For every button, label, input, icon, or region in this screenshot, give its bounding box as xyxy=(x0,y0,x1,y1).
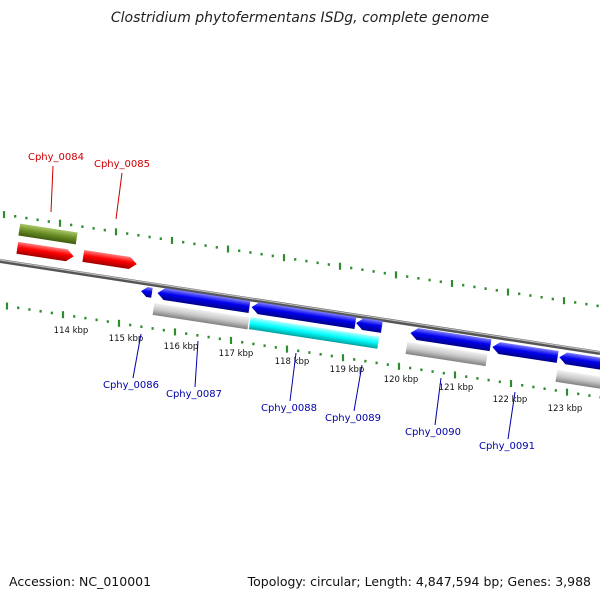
feature-cphy-0090[interactable] xyxy=(405,342,488,367)
gene-cphy-0086[interactable] xyxy=(140,286,153,298)
gene-label-cphy-0090[interactable]: Cphy_0090 xyxy=(405,427,461,438)
gene-cphy-0085[interactable] xyxy=(82,249,137,270)
genome-backbone-highlight xyxy=(0,259,600,353)
gene-next-reverse[interactable] xyxy=(558,351,600,371)
leader-line xyxy=(353,364,363,412)
kbp-label: 122 kbp xyxy=(493,395,528,405)
gene-cphy-0084-arrow[interactable] xyxy=(16,241,74,262)
kbp-label: 116 kbp xyxy=(164,342,199,352)
gene-labels: Cphy_0084 Cphy_0085 Cphy_0086 Cphy_0087 Cphy… xyxy=(28,152,535,452)
gene-label-cphy-0089[interactable]: Cphy_0089 xyxy=(325,413,381,424)
gene-cphy-0088[interactable] xyxy=(251,301,357,329)
leader-line xyxy=(507,391,516,440)
kbp-label: 117 kbp xyxy=(219,349,254,359)
gene-cphy-0091[interactable] xyxy=(491,341,559,363)
accession-label: Accession: NC_010001 xyxy=(9,574,152,589)
leader-line xyxy=(132,333,142,379)
gene-label-cphy-0084[interactable]: Cphy_0084 xyxy=(28,152,84,163)
leader-line xyxy=(194,340,199,388)
gene-cphy-0087[interactable] xyxy=(157,287,251,314)
feature-cphy-0087[interactable] xyxy=(152,302,250,330)
genome-backbone xyxy=(0,259,600,355)
forward-strand-genes xyxy=(16,223,137,270)
kbp-label: 120 kbp xyxy=(384,375,419,385)
leader-line xyxy=(115,172,123,220)
gene-cphy-0084[interactable] xyxy=(18,223,78,245)
feature-cphy-0088[interactable] xyxy=(248,317,380,349)
kbp-label: 115 kbp xyxy=(109,334,144,344)
gene-label-cphy-0086[interactable]: Cphy_0086 xyxy=(103,380,159,391)
gene-label-cphy-0091[interactable]: Cphy_0091 xyxy=(479,441,535,452)
gene-label-cphy-0085[interactable]: Cphy_0085 xyxy=(94,159,150,170)
feature-next-reverse[interactable] xyxy=(555,369,600,391)
kbp-label: 118 kbp xyxy=(275,357,310,367)
genome-info-label: Topology: circular; Length: 4,847,594 bp… xyxy=(247,574,591,589)
leader-line xyxy=(50,165,54,213)
reverse-strand-genes xyxy=(140,286,600,371)
gene-label-cphy-0088[interactable]: Cphy_0088 xyxy=(261,403,317,414)
map-title: Clostridium phytofermentans ISDg, comple… xyxy=(111,10,489,26)
kbp-label: 121 kbp xyxy=(439,383,474,393)
gene-cphy-0089[interactable] xyxy=(355,317,383,333)
scale-ticks xyxy=(2,211,600,399)
kbp-label: 119 kbp xyxy=(330,365,365,375)
kbp-label: 114 kbp xyxy=(54,326,89,336)
gene-leader-lines xyxy=(50,165,516,440)
gene-label-cphy-0087[interactable]: Cphy_0087 xyxy=(166,389,222,400)
reverse-strand-features xyxy=(152,302,600,391)
kbp-labels: 114 kbp 115 kbp 116 kbp 117 kbp 118 kbp 119 k… xyxy=(54,326,583,414)
leader-line xyxy=(434,377,442,426)
leader-line xyxy=(289,352,297,402)
gene-cphy-0090[interactable] xyxy=(410,327,492,352)
kbp-label: 123 kbp xyxy=(548,404,583,414)
